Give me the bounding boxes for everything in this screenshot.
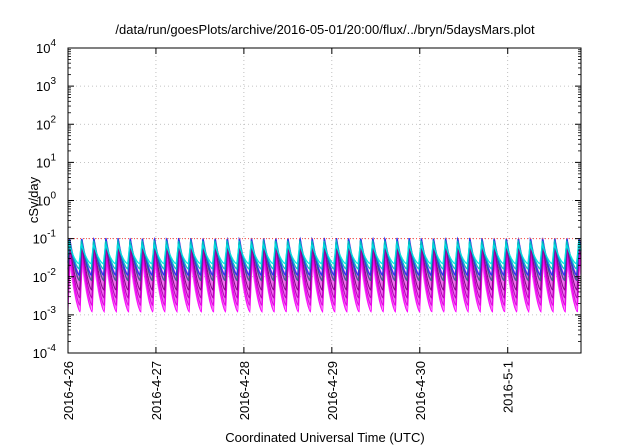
y-tick-label: 100 <box>36 191 56 209</box>
data-layer <box>67 236 582 314</box>
axis-ticks: 10-4 10-3 10-2 10-1 100 101 102 103 104 2016-4-26… <box>33 38 581 420</box>
x-tick-label: 2016-4-29 <box>325 361 340 420</box>
y-tick-label: 10-2 <box>33 267 57 285</box>
y-tick-label: 102 <box>36 114 56 132</box>
chart-title: /data/run/goesPlots/archive/2016-05-01/2… <box>115 22 535 37</box>
y-tick-label: 104 <box>36 38 56 56</box>
x-tick-label: 2016-4-30 <box>413 361 428 420</box>
y-tick-label: 10-3 <box>33 305 57 323</box>
y-tick-label: 10-4 <box>33 343 57 361</box>
x-tick-label: 2016-4-27 <box>149 361 164 420</box>
series-line <box>67 242 582 265</box>
y-tick-label: 101 <box>36 152 56 170</box>
y-tick-label: 103 <box>36 76 56 94</box>
x-tick-label: 2016-4-26 <box>61 361 76 420</box>
y-tick-label: 10-1 <box>33 229 57 247</box>
plot-frame <box>67 47 582 354</box>
x-axis-label: Coordinated Universal Time (UTC) <box>225 430 424 445</box>
x-tick-label: 2016-4-28 <box>237 361 252 420</box>
y-axis-label: cSv/day <box>26 176 41 223</box>
x-tick-label: 2016-5-1 <box>501 361 516 413</box>
